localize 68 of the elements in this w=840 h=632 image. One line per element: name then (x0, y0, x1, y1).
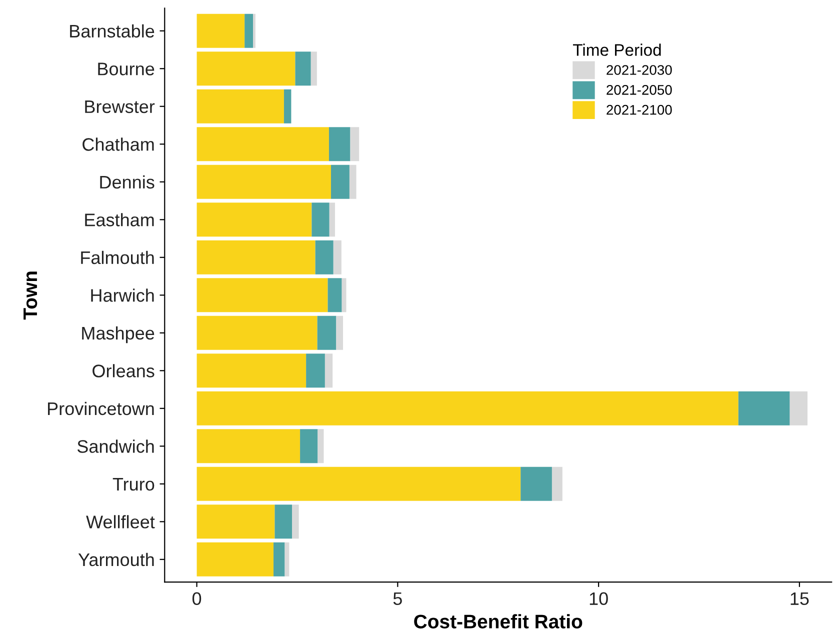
bar (342, 278, 346, 312)
legend-label: 2021-2030 (606, 65, 672, 75)
bar (790, 391, 808, 426)
bar (318, 429, 324, 464)
bar (196, 354, 306, 388)
y-tick-label: Sandwich (77, 440, 154, 453)
x-tick-label: 15 (790, 592, 809, 606)
bar (284, 89, 292, 124)
y-tick-label: Mashpee (82, 326, 154, 344)
y-axis-title: Town (24, 272, 38, 320)
x-tick-label: 5 (393, 592, 402, 606)
y-tick-label: Chatham (82, 138, 154, 151)
bar (196, 202, 312, 237)
bar (196, 14, 245, 48)
bar (196, 466, 521, 501)
legend-label: 2021-2050 (606, 84, 672, 95)
bar (738, 391, 790, 426)
bar (328, 127, 350, 162)
y-tick-label: Orleans (92, 364, 154, 378)
y-tick-label: Brewster (85, 100, 155, 114)
bar (196, 316, 318, 350)
bar (310, 52, 317, 86)
y-tick-label: Eastham (85, 213, 154, 226)
bar (196, 391, 738, 426)
bar (336, 316, 344, 350)
bar (244, 14, 254, 48)
legend-label: 2021-2100 (606, 104, 672, 115)
bar (196, 52, 296, 86)
bar (520, 466, 552, 501)
bar (196, 278, 328, 312)
bar (350, 127, 360, 162)
x-axis-title: Cost-Benefit Ratio (414, 614, 582, 628)
y-tick-label: Wellfleet (86, 515, 155, 528)
y-tick-label: Harwich (91, 288, 154, 302)
y-tick-label: Dennis (100, 175, 154, 189)
bar (330, 164, 350, 199)
bar (274, 542, 285, 576)
y-tick-label: Falmouth (81, 250, 154, 264)
bar (324, 354, 333, 388)
bar (312, 202, 330, 237)
legend-title: Time Period (573, 44, 661, 56)
bar (315, 240, 334, 274)
bar (284, 542, 290, 576)
y-tick-label: Yarmouth (78, 552, 154, 566)
bar (196, 429, 300, 464)
bar (300, 429, 318, 464)
bar (329, 202, 335, 237)
bar (333, 240, 342, 274)
bar (196, 127, 329, 162)
bar (274, 504, 292, 539)
y-tick-label: Provincetown (48, 402, 154, 416)
bar (196, 89, 284, 124)
bar (292, 504, 299, 539)
bar (552, 466, 562, 501)
bar (317, 316, 336, 350)
x-tick-label: 0 (192, 592, 202, 606)
bar (196, 164, 331, 199)
bar (328, 278, 342, 312)
bar (196, 504, 275, 539)
x-tick-label: 10 (590, 592, 608, 606)
bar (196, 240, 316, 274)
bar (295, 52, 311, 86)
bar (349, 164, 356, 199)
y-tick-label: Bourne (98, 62, 154, 76)
bar (306, 354, 325, 388)
bar (196, 542, 274, 576)
y-tick-label: Barnstable (70, 24, 154, 38)
y-tick-label: Truro (112, 478, 154, 491)
